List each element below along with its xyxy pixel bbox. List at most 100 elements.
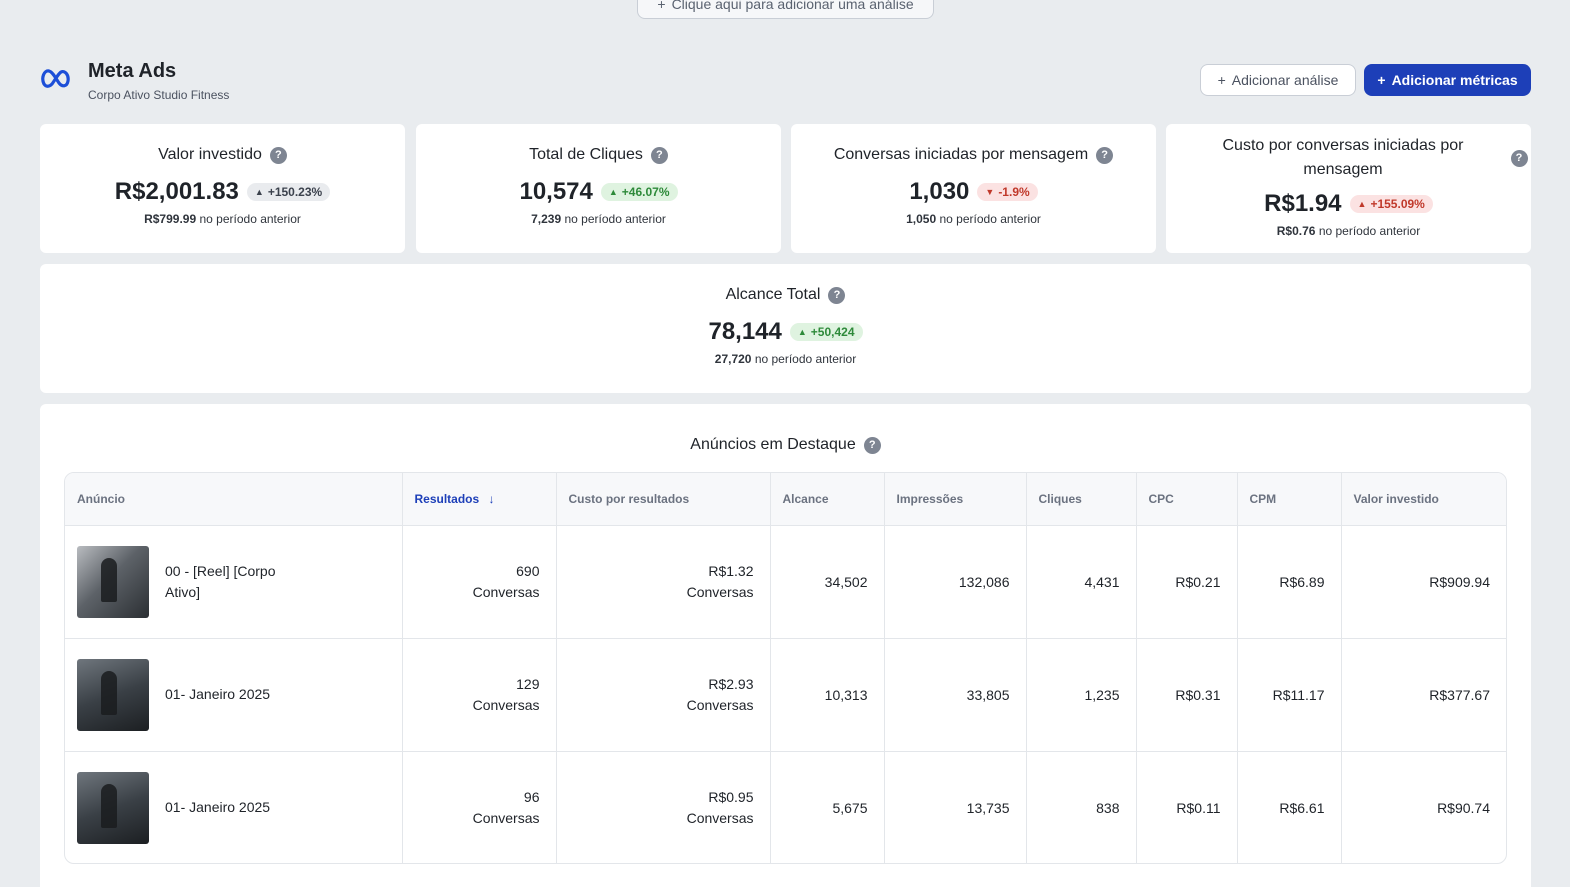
kpi-value: 1,030 xyxy=(909,178,970,205)
kpi-card-custo-conversas: Custo por conversas iniciadas por mensag… xyxy=(1166,124,1531,253)
ad-name: 01- Janeiro 2025 xyxy=(165,799,271,816)
plus-icon: + xyxy=(1377,72,1386,88)
kpi-card-conversas: Conversas iniciadas por mensagem? 1,030 … xyxy=(791,124,1156,253)
kpi-previous: 7,239 no período anterior xyxy=(531,212,666,226)
triangle-down-icon: ▼ xyxy=(985,187,995,197)
help-icon[interactable]: ? xyxy=(1096,146,1114,164)
column-header-impressoes[interactable]: Impressões xyxy=(884,473,1027,526)
column-header-cpc[interactable]: CPC xyxy=(1136,473,1238,526)
prev-value: 27,720 xyxy=(714,352,752,366)
add-metrics-label: Adicionar métricas xyxy=(1391,72,1518,88)
ad-thumbnail xyxy=(77,545,149,618)
impressions-value: 33,805 xyxy=(884,638,1027,752)
prev-label: no período anterior xyxy=(1318,224,1421,238)
prev-value: R$799.99 xyxy=(144,212,197,226)
ad-name: 01- Janeiro 2025 xyxy=(165,686,271,702)
help-icon[interactable]: ? xyxy=(1510,149,1528,167)
kpi-value: 10,574 xyxy=(519,178,593,205)
results-unit: Conversas xyxy=(472,809,540,826)
change-badge: ▲ +50,424 xyxy=(789,323,863,341)
column-header-valor-investido[interactable]: Valor investido xyxy=(1341,473,1506,526)
impressions-value: 13,735 xyxy=(884,751,1027,863)
results-value: 129 xyxy=(516,675,540,692)
ads-table-wrapper: Anúncio Resultados ↓ Custo por resultado… xyxy=(64,472,1507,864)
add-metrics-button[interactable]: + Adicionar métricas xyxy=(1364,64,1531,96)
cpm-value: R$11.17 xyxy=(1237,638,1342,752)
prev-label: no período anterior xyxy=(564,212,666,226)
column-header-cpm[interactable]: CPM xyxy=(1237,473,1342,526)
clicks-value: 4,431 xyxy=(1026,525,1137,639)
help-icon[interactable]: ? xyxy=(863,436,881,454)
arrow-down-icon: ↓ xyxy=(488,491,495,506)
change-value: +150.23% xyxy=(267,185,323,199)
kpi-title: Custo por conversas iniciadas por mensag… xyxy=(1222,137,1464,178)
kpi-title: Conversas iniciadas por mensagem xyxy=(833,146,1089,163)
column-header-resultados[interactable]: Resultados ↓ xyxy=(402,473,557,526)
kpi-card-alcance-total: Alcance Total? 78,144 ▲ +50,424 27,720 no… xyxy=(40,264,1531,393)
cost-unit: Conversas xyxy=(686,809,754,826)
cost-value: R$1.32 xyxy=(708,562,754,579)
cost-value: R$2.93 xyxy=(708,675,754,692)
cost-unit: Conversas xyxy=(686,696,754,713)
spend-value: R$377.67 xyxy=(1341,638,1506,752)
help-icon[interactable]: ? xyxy=(269,146,287,164)
page-title: Meta Ads xyxy=(88,60,177,82)
change-badge: ▲ +46.07% xyxy=(600,183,678,201)
change-value: +46.07% xyxy=(621,185,670,199)
meta-logo-icon xyxy=(41,69,70,88)
clicks-value: 1,235 xyxy=(1026,638,1137,752)
featured-ads-card: Anúncios em Destaque? Anúncio Resultados… xyxy=(40,404,1531,887)
plus-icon: + xyxy=(1217,72,1226,88)
reach-value: 34,502 xyxy=(770,525,885,639)
add-analysis-top-button[interactable]: + Clique aqui para adicionar uma análise xyxy=(637,0,934,19)
help-icon[interactable]: ? xyxy=(650,146,668,164)
column-header-anuncio[interactable]: Anúncio xyxy=(65,473,403,526)
results-value: 690 xyxy=(516,562,540,579)
help-icon[interactable]: ? xyxy=(828,286,846,304)
ad-thumbnail xyxy=(77,658,149,731)
change-badge: ▲ +155.09% xyxy=(1349,195,1433,213)
add-analysis-label: Adicionar análise xyxy=(1231,72,1339,88)
column-header-cliques[interactable]: Cliques xyxy=(1026,473,1137,526)
results-value: 96 xyxy=(523,788,540,805)
prev-label: no período anterior xyxy=(199,212,301,226)
change-badge: ▼ -1.9% xyxy=(977,183,1038,201)
prev-label: no período anterior xyxy=(754,352,857,366)
column-header-alcance[interactable]: Alcance xyxy=(770,473,885,526)
change-value: -1.9% xyxy=(998,185,1030,199)
add-analysis-button[interactable]: + Adicionar análise xyxy=(1200,64,1356,96)
cost-unit: Conversas xyxy=(686,583,754,600)
kpi-title: Total de Cliques xyxy=(529,146,643,163)
triangle-up-icon: ▲ xyxy=(254,187,264,197)
ad-thumbnail xyxy=(77,771,149,844)
column-header-label: Resultados xyxy=(414,491,480,506)
kpi-value: R$2,001.83 xyxy=(114,178,239,205)
kpi-title: Valor investido xyxy=(158,146,262,163)
cost-value: R$0.95 xyxy=(708,788,754,805)
kpi-title: Alcance Total xyxy=(725,286,821,303)
table-row[interactable]: 01- Janeiro 2025 129 Conversas R$2.93 Conv… xyxy=(65,638,1506,752)
table-row[interactable]: 01- Janeiro 2025 96 Conversas R$0.95 Conve… xyxy=(65,751,1506,863)
spend-value: R$90.74 xyxy=(1437,799,1490,816)
cpm-value: R$6.61 xyxy=(1237,751,1342,863)
kpi-previous: 27,720 no período anterior xyxy=(715,352,856,366)
column-header-custo[interactable]: Custo por resultados xyxy=(556,473,771,526)
ad-name: 00 - [Reel] [Corpo Ativo] xyxy=(165,562,276,600)
triangle-up-icon: ▲ xyxy=(1357,199,1367,209)
kpi-previous: R$799.99 no período anterior xyxy=(144,212,301,226)
prev-value: 7,239 xyxy=(531,212,562,226)
impressions-value: 132,086 xyxy=(884,525,1027,639)
cpm-value: R$6.89 xyxy=(1237,525,1342,639)
meta-ads-header: Meta Ads Corpo Ativo Studio Fitness + Ad… xyxy=(40,58,1531,108)
table-row[interactable]: 00 - [Reel] [Corpo Ativo] 690 Conversas R… xyxy=(65,525,1506,639)
reach-value: 5,675 xyxy=(770,751,885,863)
prev-label: no período anterior xyxy=(939,212,1041,226)
kpi-previous: 1,050 no período anterior xyxy=(906,212,1041,226)
ads-table: Anúncio Resultados ↓ Custo por resultado… xyxy=(65,473,1506,863)
add-analysis-top-label: Clique aqui para adicionar uma análise xyxy=(671,0,914,12)
triangle-up-icon: ▲ xyxy=(608,187,618,197)
results-unit: Conversas xyxy=(472,583,540,600)
change-badge: ▲ +150.23% xyxy=(246,183,331,201)
prev-value: R$0.76 xyxy=(1276,224,1316,238)
kpi-card-total-cliques: Total de Cliques? 10,574 ▲ +46.07% 7,239 … xyxy=(416,124,781,253)
